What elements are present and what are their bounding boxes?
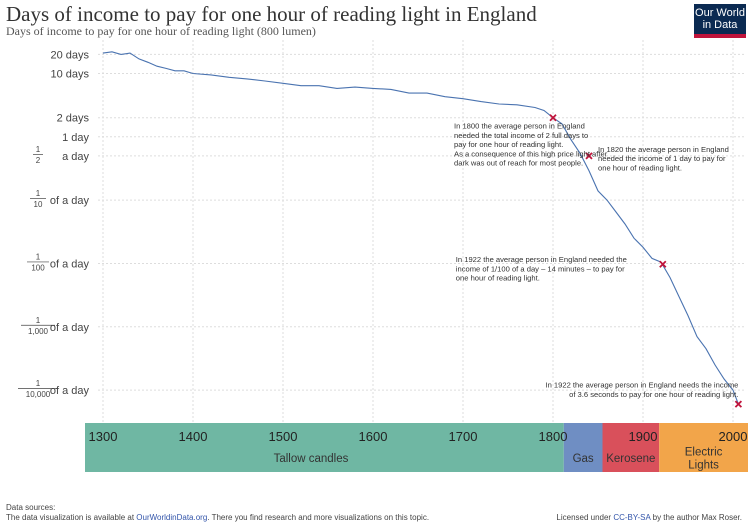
footer-text: The data visualization is available at O… — [6, 513, 429, 522]
y-tick-numerator: 1 — [36, 189, 41, 198]
annotation-text: of 3.6 seconds to pay for one hour of re… — [569, 390, 738, 399]
y-tick-label: 1 day — [62, 132, 89, 144]
annotation-text: needed the total income of 2 full days t… — [454, 131, 588, 140]
annotation-text: pay for one hour of reading light. — [454, 140, 563, 149]
x-tick-label: 1800 — [539, 429, 568, 444]
marker-cross — [734, 400, 743, 408]
annotation-text: As a consequence of this high price ligh… — [454, 149, 608, 158]
era-label: Electric — [685, 447, 723, 459]
chart-svg: 20 days 10 days 2 days 1 day 1 2 a day 1 10 of a … — [18, 40, 748, 472]
y-tick-label: a day — [62, 151, 89, 163]
y-tick-numerator: 1 — [36, 379, 41, 388]
page-subtitle: Days of income to pay for one hour of re… — [6, 24, 316, 38]
footer-text-before: The data visualization is available at — [6, 513, 137, 522]
logo-line2: in Data — [702, 19, 738, 31]
annotation-text: In 1800 the average person in England — [454, 122, 585, 131]
data-sources-label: Data sources: — [6, 503, 56, 512]
annotation-text: dark was out of reach for most people. — [454, 159, 583, 168]
x-tick-label: 1900 — [629, 429, 658, 444]
era-band — [563, 423, 603, 472]
era-label: Kerosene — [606, 453, 655, 465]
y-tick-label: of a day — [50, 258, 90, 270]
era-band — [659, 423, 748, 472]
annotation-text: one hour of reading light. — [456, 274, 540, 283]
annotation-text: In 1922 the average person in England ne… — [456, 255, 627, 264]
owid-link[interactable]: OurWorldinData.org — [136, 513, 208, 522]
y-tick-label: of a day — [50, 195, 90, 207]
x-tick-label: 1700 — [449, 429, 478, 444]
y-tick-label: of a day — [50, 385, 90, 397]
y-tick-numerator: 1 — [36, 316, 41, 325]
x-tick-label: 1300 — [89, 429, 118, 444]
y-tick-label: 2 days — [57, 113, 90, 125]
license-link[interactable]: CC-BY-SA — [613, 513, 651, 522]
era-label: Gas — [573, 453, 594, 465]
series-line — [102, 51, 739, 405]
era-band — [602, 423, 660, 472]
era-label: Lights — [688, 460, 719, 472]
y-tick-denominator: 2 — [36, 156, 41, 165]
y-tick-denominator: 10 — [34, 200, 43, 209]
footer-text-after: . There you find research and more visua… — [207, 513, 430, 522]
x-tick-label: 1500 — [269, 429, 298, 444]
y-tick-label: 20 days — [50, 49, 89, 61]
era-label: Tallow candles — [274, 453, 349, 465]
annotation-text: In 1820 the average person in England — [598, 145, 729, 154]
annotation-text: one hour of reading light. — [598, 163, 682, 172]
y-tick-denominator: 1,000 — [28, 327, 49, 336]
annotation-text: needed the income of 1 day to pay for — [598, 154, 726, 163]
owid-logo[interactable]: Our World in Data — [694, 4, 746, 38]
era-band — [85, 423, 564, 472]
y-tick-label: 10 days — [50, 68, 89, 80]
y-tick-label: of a day — [50, 322, 90, 334]
y-tick-denominator: 100 — [31, 263, 45, 272]
annotation-text: In 1922 the average person in England ne… — [545, 380, 738, 389]
license-after: by the author Max Roser. — [650, 513, 742, 522]
marker-cross — [585, 152, 593, 160]
license-text: Licensed under CC-BY-SA by the author Ma… — [556, 513, 742, 522]
y-tick-numerator: 1 — [36, 145, 41, 154]
logo-line1: Our World — [695, 7, 745, 19]
y-tick-denominator: 10,000 — [26, 390, 51, 399]
y-tick-numerator: 1 — [36, 252, 41, 261]
marker-cross — [549, 114, 557, 122]
license-before: Licensed under — [556, 513, 614, 522]
annotation-text: income of 1/100 of a day – 14 minutes – … — [456, 264, 625, 273]
page-title: Days of income to pay for one hour of re… — [6, 2, 537, 26]
x-tick-label: 1600 — [359, 429, 388, 444]
x-tick-label: 1400 — [179, 429, 208, 444]
x-tick-label: 2000 — [719, 429, 748, 444]
marker-cross — [659, 260, 667, 268]
